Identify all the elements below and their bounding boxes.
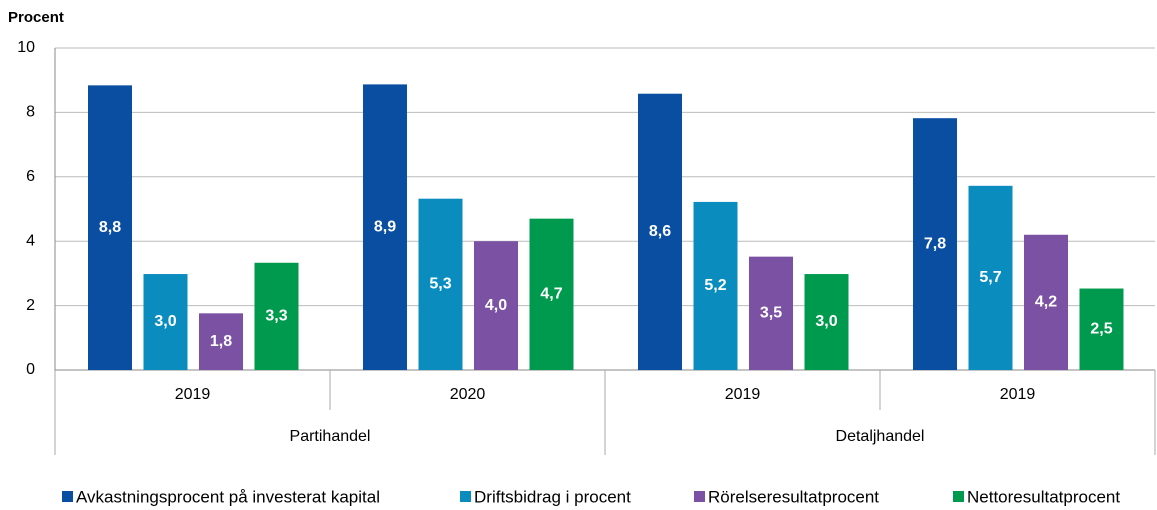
bar <box>693 201 738 370</box>
value-label: 1,8 <box>210 333 232 350</box>
legend-swatch <box>62 491 73 502</box>
bar <box>254 262 299 370</box>
bar <box>968 185 1013 370</box>
legend-label: Rörelseresultatprocent <box>708 487 879 506</box>
value-label: 8,8 <box>99 219 121 236</box>
bar <box>1024 234 1068 370</box>
bar <box>199 313 243 370</box>
bar <box>804 274 849 370</box>
legend-swatch <box>460 491 471 502</box>
legend-swatch <box>953 491 964 502</box>
y-tick-label: 0 <box>26 361 35 378</box>
value-label: 3,0 <box>154 313 176 330</box>
y-tick-label: 10 <box>17 39 35 56</box>
value-label: 2,5 <box>1090 320 1112 337</box>
y-tick-label: 2 <box>26 297 35 314</box>
bar <box>749 256 793 370</box>
legend-label: Driftsbidrag i procent <box>474 487 631 506</box>
value-label: 5,2 <box>704 277 726 294</box>
value-label: 4,0 <box>485 297 507 314</box>
group-label: Partihandel <box>290 428 371 445</box>
x-tick-label: 2020 <box>450 386 486 403</box>
y-tick-label: 4 <box>26 232 35 249</box>
x-tick-label: 2019 <box>725 386 761 403</box>
bar <box>1079 288 1124 370</box>
value-label: 8,6 <box>649 223 671 240</box>
y-axis-label: Procent <box>8 9 64 26</box>
legend-label: Avkastningsprocent på investerat kapital <box>76 487 380 506</box>
group-label: Detaljhandel <box>836 428 925 445</box>
value-label: 8,9 <box>374 218 396 235</box>
bar <box>638 93 682 370</box>
bar <box>363 84 407 371</box>
value-label: 7,8 <box>924 235 946 252</box>
value-label: 3,5 <box>760 305 782 322</box>
legend-swatch <box>694 491 705 502</box>
value-label: 3,0 <box>815 313 837 330</box>
value-label: 5,3 <box>429 276 451 293</box>
value-label: 3,3 <box>265 308 287 325</box>
legend-label: Nettoresultatprocent <box>967 487 1120 506</box>
bar <box>474 241 518 370</box>
value-label: 4,2 <box>1035 294 1057 311</box>
bar <box>418 198 463 370</box>
x-tick-label: 2019 <box>175 386 211 403</box>
bar <box>88 85 132 371</box>
bar <box>529 218 574 370</box>
bar <box>913 118 957 370</box>
y-tick-label: 8 <box>26 104 35 121</box>
value-label: 4,7 <box>540 286 562 303</box>
bar <box>143 274 188 370</box>
x-tick-label: 2019 <box>1000 386 1036 403</box>
y-tick-label: 6 <box>26 168 35 185</box>
value-label: 5,7 <box>979 269 1001 286</box>
